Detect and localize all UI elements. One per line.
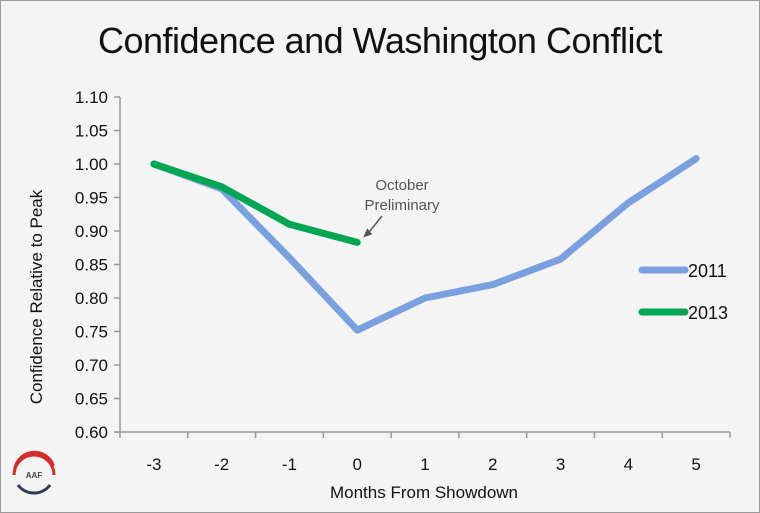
x-tick-label: -2 xyxy=(214,455,229,474)
x-tick-label: 1 xyxy=(420,455,429,474)
y-tick-label: 0.85 xyxy=(75,256,108,275)
y-tick-label: 0.90 xyxy=(75,222,108,241)
y-tick-label: 1.05 xyxy=(75,122,108,141)
annotation: October Preliminary xyxy=(363,177,440,238)
x-tick-label: 2 xyxy=(488,455,497,474)
y-axis-title: Confidence Relative to Peak xyxy=(27,189,46,404)
y-tick-label: 0.75 xyxy=(75,323,108,342)
y-tick-label: 0.95 xyxy=(75,189,108,208)
x-tick-label: 0 xyxy=(352,455,361,474)
y-tick-label: 0.70 xyxy=(75,356,108,375)
aaf-logo: AAF xyxy=(12,450,56,495)
x-axis-title: Months From Showdown xyxy=(330,483,518,502)
x-tick-label: 4 xyxy=(624,455,633,474)
legend-label-2011: 2011 xyxy=(688,261,727,281)
x-tick-label: 5 xyxy=(691,455,700,474)
y-tick-label: 0.60 xyxy=(75,423,108,442)
legend: 2011 2013 xyxy=(638,261,728,323)
chart-title: Confidence and Washington Conflict xyxy=(97,20,663,61)
axes: 0.60 0.65 0.70 0.75 0.80 0.85 0.90 0.95 1.00 1.05… xyxy=(75,88,731,474)
legend-label-2013: 2013 xyxy=(688,303,728,323)
logo-text: AAF xyxy=(26,471,43,480)
series-line-2013 xyxy=(150,160,361,246)
annotation-text: Preliminary xyxy=(364,197,440,214)
y-tick-label: 0.80 xyxy=(75,289,108,308)
annotation-arrowhead xyxy=(363,228,373,238)
annotation-text: October xyxy=(375,177,428,194)
logo-top-arc-left xyxy=(12,453,56,476)
x-tick-label: 3 xyxy=(556,455,565,474)
y-tick-label: 1.00 xyxy=(75,155,108,174)
annotation-arrow xyxy=(366,215,383,235)
x-tick-label: -3 xyxy=(146,455,161,474)
y-tick-label: 0.65 xyxy=(75,390,108,409)
x-tick-label: -1 xyxy=(282,455,297,474)
y-tick-label: 1.10 xyxy=(75,88,108,107)
logo-bottom-arc xyxy=(16,484,52,495)
series-lines xyxy=(150,155,700,334)
